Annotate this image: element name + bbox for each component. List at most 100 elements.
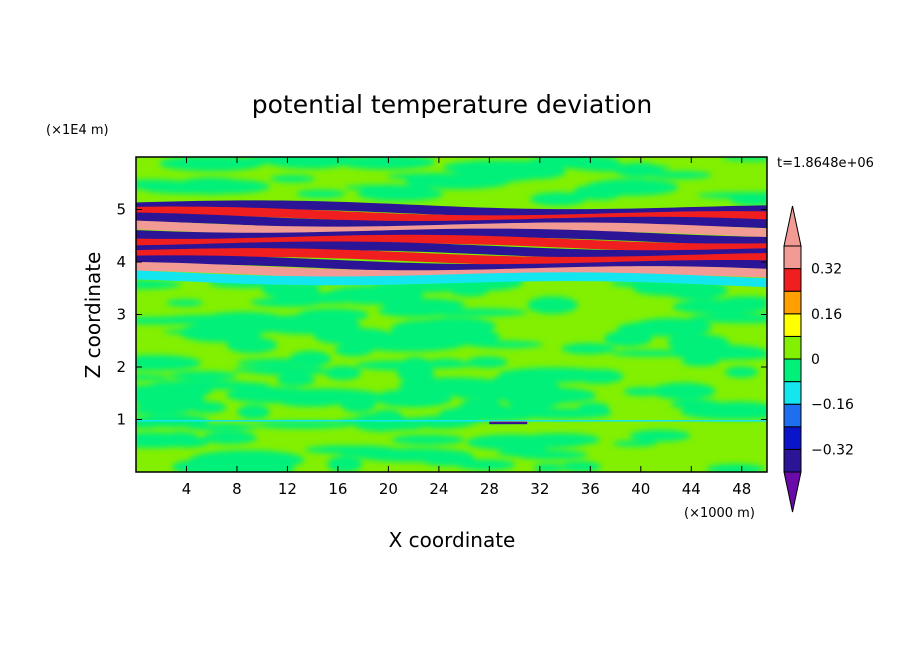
field-patch (482, 390, 589, 399)
field-patch (171, 457, 269, 472)
colorbar-label: −0.16 (811, 397, 854, 413)
field-patch (530, 192, 587, 206)
field-patch (136, 279, 182, 290)
x-tick-label: 16 (328, 480, 347, 498)
field-patch (706, 463, 765, 472)
field-patch (573, 184, 624, 201)
field-patch (269, 174, 316, 183)
field-patch (561, 343, 616, 355)
x-tick-label: 40 (631, 480, 650, 498)
contour-streak (136, 420, 767, 422)
contour-band (136, 248, 767, 266)
field-patch (325, 285, 424, 305)
field-patch (186, 423, 258, 431)
field-patch (161, 431, 200, 446)
field-patch (405, 174, 510, 190)
x-unit-label: (×1000 m) (684, 506, 755, 521)
colorbar-label: 0.16 (811, 307, 842, 323)
field-patch (261, 282, 314, 299)
x-tick-label: 32 (530, 480, 549, 498)
colorbar-swatch (783, 290, 802, 315)
field-patch (466, 356, 508, 368)
x-axis-label: X coordinate (389, 528, 516, 552)
field-patch (136, 316, 223, 325)
field-patch (648, 171, 712, 180)
field-patch (724, 366, 759, 378)
field-patch (304, 445, 397, 454)
background-field (136, 157, 767, 472)
field-patch (450, 285, 489, 297)
y-tick-label: 1 (116, 411, 126, 429)
colorbar-swatch (783, 426, 802, 450)
y-tick-label: 3 (116, 306, 126, 324)
field-patch (202, 311, 285, 327)
field-patch (479, 434, 592, 449)
colorbar-extend-max (783, 205, 802, 247)
field-patch (688, 313, 767, 324)
field-patch (248, 366, 330, 376)
colorbar: 0.32 0.16 0 −0.16 −0.32 (783, 205, 854, 513)
colorbar-swatch (783, 313, 802, 337)
y-tick-label: 4 (116, 253, 126, 271)
field-patch (237, 404, 270, 420)
field-patch (276, 373, 316, 387)
field-patch (254, 420, 352, 429)
field-patch (374, 388, 453, 408)
field-patch (357, 187, 444, 202)
x-tick-label: 20 (379, 480, 398, 498)
field-patch (575, 164, 671, 172)
field-patch (136, 407, 191, 415)
field-patch (202, 431, 258, 445)
time-label: t=1.8648e+06 (777, 156, 874, 171)
field-patch (169, 370, 238, 381)
field-patch (136, 354, 202, 371)
colorbar-swatch (783, 381, 802, 405)
x-tick-label: 4 (182, 480, 192, 498)
contour-streak (489, 422, 528, 425)
field-patch (468, 340, 544, 349)
colorbar-label: 0.32 (811, 262, 842, 278)
field-patch (159, 157, 264, 172)
field-patch (264, 157, 356, 169)
field-patch (385, 302, 455, 310)
field-patch (136, 374, 172, 381)
field-patch (629, 429, 691, 442)
field-patch (165, 299, 204, 307)
field-patch (666, 334, 730, 351)
colorbar-swatch (783, 268, 802, 292)
colorbar-label: 0 (811, 352, 820, 368)
field-patch (324, 365, 362, 381)
x-axis: 4 8 12 16 20 24 28 32 36 40 44 48 (182, 157, 751, 498)
field-patch (179, 322, 263, 343)
field-patch (612, 440, 658, 447)
field-patch (633, 282, 700, 296)
field-patch (152, 380, 251, 388)
field-patch (617, 320, 709, 336)
contour-streak (489, 421, 528, 424)
colorbar-label: −0.32 (811, 442, 854, 458)
field-patch (400, 382, 465, 391)
field-patch (572, 368, 624, 384)
field-patch (651, 382, 716, 400)
colorbar-swatch (783, 403, 802, 428)
field-patch (696, 192, 767, 199)
contour-band (136, 270, 767, 288)
colorbar-swatch (783, 335, 802, 360)
colorbar-swatch (783, 448, 802, 473)
contour-band (136, 241, 767, 260)
field-patch (413, 317, 496, 335)
contour-band (136, 234, 767, 253)
field-patch (399, 357, 432, 375)
field-patch (421, 308, 528, 317)
colorbar-swatch (783, 245, 802, 270)
field-patch (326, 455, 363, 472)
field-patch (721, 296, 767, 305)
field-patch (680, 404, 767, 420)
field-patch (380, 157, 434, 165)
x-tick-label: 44 (682, 480, 701, 498)
field-patch (313, 327, 395, 346)
y-tick-label: 5 (116, 201, 126, 219)
x-tick-label: 24 (429, 480, 448, 498)
field-patch (178, 179, 271, 194)
